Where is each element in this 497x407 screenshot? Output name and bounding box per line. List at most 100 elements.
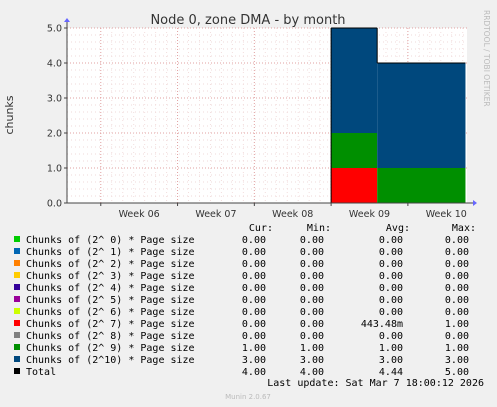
legend-value: 4.00 [242,367,266,378]
x-tick-label: Week 08 [272,209,313,220]
legend-value: 0.00 [379,331,403,342]
legend-swatch [14,332,20,338]
area-segment [377,168,466,203]
legend-value: 0.00 [379,235,403,246]
legend-swatch [14,308,20,314]
legend-header: Min: [307,223,331,234]
legend-value: 1.00 [445,319,469,330]
y-tick-label: 5.0 [47,24,62,35]
legend-value: 1.00 [445,343,469,354]
x-tick-label: Week 10 [426,209,467,220]
legend-value: 3.00 [242,355,266,366]
area-segment [331,133,378,168]
legend-value: 0.00 [445,271,469,282]
legend-series-name: Chunks of (2^ 3) * Page size [26,271,195,282]
x-axis-arrow [473,200,477,206]
legend-value: 1.00 [300,343,324,354]
legend-swatch [14,320,20,326]
y-tick-labels: 0.0 1.0 2.0 3.0 4.0 5.0 [47,24,67,210]
legend-swatch [14,368,20,374]
last-update: Last update: Sat Mar 7 18:00:12 2026 [267,378,484,389]
legend-value: 0.00 [379,283,403,294]
legend-series-name: Chunks of (2^ 2) * Page size [26,259,195,270]
x-tick-labels: Week 06 Week 07 Week 08 Week 09 Week 10 [100,203,467,220]
y-tick-label: 1.0 [47,164,62,175]
legend-value: 0.00 [379,307,403,318]
legend-value: 0.00 [242,283,266,294]
legend-value: 0.00 [242,247,266,258]
legend: Cur: Min: Avg: Max: Chunks of (2^ 0) * Page … [14,223,476,378]
legend-value: 1.00 [242,343,266,354]
legend-swatch [14,248,20,254]
y-axis-arrow [64,18,70,22]
legend-value: 0.00 [242,235,266,246]
y-axis-label: chunks [3,95,16,134]
x-tick-label: Week 06 [119,209,160,220]
legend-value: 4.00 [300,367,324,378]
legend-swatch [14,356,20,362]
legend-header: Max: [452,223,476,234]
y-tick-label: 4.0 [47,59,62,70]
munin-version: Munin 2.0.67 [225,393,271,401]
legend-value: 0.00 [242,319,266,330]
legend-value: 0.00 [300,247,324,258]
legend-value: 0.00 [300,331,324,342]
legend-swatch [14,260,20,266]
legend-value: 0.00 [300,295,324,306]
legend-value: 0.00 [445,235,469,246]
legend-series-name: Chunks of (2^ 6) * Page size [26,307,195,318]
y-tick-label: 2.0 [47,129,62,140]
area-segment [331,28,378,133]
legend-series-name: Chunks of (2^10) * Page size [26,355,195,366]
legend-swatch [14,272,20,278]
chart-title: Node 0, zone DMA - by month [150,13,345,28]
legend-value: 3.00 [445,355,469,366]
legend-value: 0.00 [242,295,266,306]
legend-value: 0.00 [300,259,324,270]
legend-value: 4.44 [379,367,403,378]
legend-value: 0.00 [300,283,324,294]
legend-header: Cur: [249,223,273,234]
legend-value: 0.00 [242,331,266,342]
legend-value: 0.00 [445,295,469,306]
legend-series-name: Chunks of (2^ 1) * Page size [26,247,195,258]
x-tick-label: Week 09 [349,209,390,220]
legend-value: 0.00 [242,307,266,318]
legend-series-name: Chunks of (2^ 8) * Page size [26,331,195,342]
legend-swatch [14,284,20,290]
legend-series-name: Chunks of (2^ 5) * Page size [26,295,195,306]
stacked-areas [330,27,466,203]
legend-value: 0.00 [445,259,469,270]
legend-value: 1.00 [379,343,403,354]
legend-value: 0.00 [242,259,266,270]
legend-value: 0.00 [379,271,403,282]
legend-swatch [14,344,20,350]
legend-value: 0.00 [379,259,403,270]
legend-value: 0.00 [300,307,324,318]
legend-value: 0.00 [242,271,266,282]
legend-value: 0.00 [445,247,469,258]
legend-value: 0.00 [379,295,403,306]
axes [64,18,477,206]
legend-swatch [14,296,20,302]
legend-value: 3.00 [300,355,324,366]
y-tick-label: 3.0 [47,94,62,105]
legend-value: 0.00 [445,307,469,318]
legend-value: 0.00 [445,331,469,342]
area-segment [377,63,466,168]
legend-value: 443.48m [361,319,403,330]
legend-value: 3.00 [379,355,403,366]
legend-series-name: Chunks of (2^ 7) * Page size [26,319,195,330]
rrdtool-credit: RRDTOOL / TOBI OETIKER [482,10,491,107]
legend-value: 0.00 [300,319,324,330]
x-tick-label: Week 07 [195,209,236,220]
legend-value: 5.00 [445,367,469,378]
legend-series-name: Chunks of (2^ 9) * Page size [26,343,195,354]
legend-swatch [14,236,20,242]
legend-value: 0.00 [300,271,324,282]
legend-value: 0.00 [445,283,469,294]
legend-value: 0.00 [379,247,403,258]
legend-series-name: Chunks of (2^ 4) * Page size [26,283,195,294]
legend-value: 0.00 [300,235,324,246]
